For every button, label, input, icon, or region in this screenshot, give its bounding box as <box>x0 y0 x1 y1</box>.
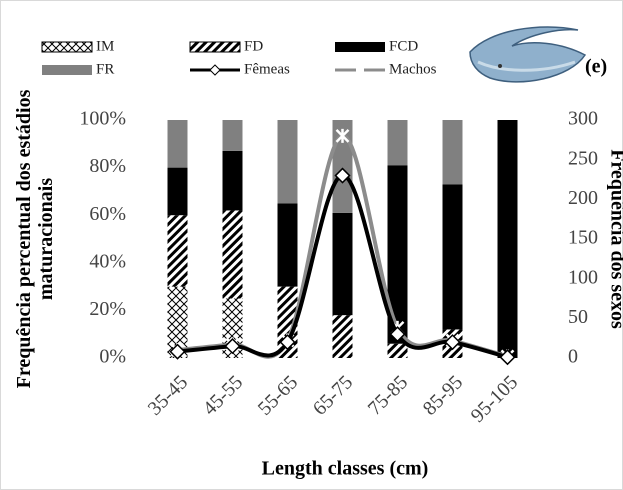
bar-segment <box>168 120 188 168</box>
bar-segment <box>223 210 243 298</box>
y2-axis-title: Frequência dos sexos <box>606 149 623 329</box>
y2-tick-label: 200 <box>568 187 598 209</box>
legend-label: Machos <box>389 61 437 77</box>
legend-label: IM <box>96 38 114 54</box>
y2-tick-label: 250 <box>568 147 598 169</box>
legend-label: Fêmeas <box>244 61 290 77</box>
x-axis-title: Length classes (cm) <box>262 458 429 480</box>
bar-segment <box>388 120 408 165</box>
legend-marker <box>356 68 364 72</box>
bar-segment <box>388 344 408 358</box>
bar-segment <box>223 120 243 151</box>
bar-segment <box>443 120 463 184</box>
bar-segment <box>278 120 298 203</box>
y-tick-label: 100% <box>79 108 126 130</box>
y-tick-label: 0% <box>99 346 126 368</box>
y-axis-title-line: maturacionais <box>35 178 57 300</box>
y-tick-label: 80% <box>89 155 126 177</box>
y2-tick-label: 300 <box>568 108 598 130</box>
y-tick-label: 20% <box>89 298 126 320</box>
legend-swatch <box>190 42 240 52</box>
bar-segment <box>168 168 188 216</box>
bar-segment <box>333 213 353 315</box>
legend-label: FR <box>96 61 114 77</box>
bar-segment <box>168 215 188 286</box>
bar-segment <box>223 151 243 211</box>
chart: (e) 0% 20% 40% 60% 80% 100% 0 50 100 150 200 250 300… <box>0 0 623 490</box>
y2-tick-label: 150 <box>568 227 598 249</box>
legend-swatch <box>42 65 92 75</box>
y2-tick-label: 100 <box>568 266 598 288</box>
bar-segment <box>443 184 463 329</box>
bar-segment <box>498 120 518 358</box>
y2-tick-label: 50 <box>568 306 588 328</box>
legend-swatch <box>335 42 385 52</box>
legend-swatch <box>42 42 92 52</box>
y2-tick-label: 0 <box>568 346 578 368</box>
annotation: (e) <box>585 56 607 78</box>
bar-segment <box>333 315 353 358</box>
legend-label: FD <box>244 38 263 54</box>
y-tick-label: 40% <box>89 250 126 272</box>
legend-label: FCD <box>389 38 418 54</box>
y-axis-title-line: Frequência percentual dos estádios <box>13 89 35 388</box>
bar-segment <box>278 203 298 286</box>
y-tick-label: 60% <box>89 203 126 225</box>
